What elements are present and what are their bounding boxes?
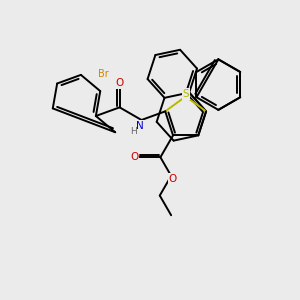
Text: H: H [130,127,136,136]
Text: Br: Br [98,69,109,79]
Text: O: O [116,78,124,88]
Text: S: S [182,89,189,99]
Text: N: N [136,121,144,131]
Text: O: O [130,152,139,162]
Text: O: O [169,174,177,184]
